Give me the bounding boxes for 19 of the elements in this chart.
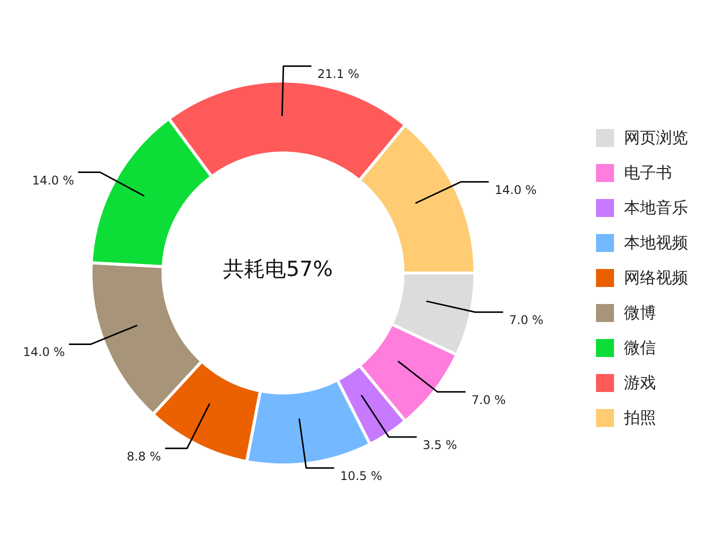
text: 共耗电57% [223, 257, 333, 281]
legend-label: 电子书 [624, 162, 672, 184]
legend-label: 本地视频 [624, 232, 688, 254]
legend-label: 本地音乐 [624, 198, 688, 218]
data-label: 14.0 % [32, 173, 74, 188]
data-label: 3.5 % [422, 438, 458, 452]
data-label: 14.0 % [22, 345, 65, 360]
legend-label: 微信 [624, 338, 656, 358]
legend-label: 网页浏览 [624, 128, 688, 148]
data-label: 10.5 % [340, 469, 382, 484]
data-label: 7.0 % [509, 313, 544, 328]
legend-label: 游戏 [624, 372, 656, 394]
legend-label: 网络视频 [624, 268, 688, 288]
data-label: 8.8 % [126, 449, 162, 464]
data-label: 21.1 % [317, 67, 360, 82]
legend-label: 拍照 [624, 408, 656, 428]
data-label: 7.0 % [472, 392, 506, 407]
data-label: 14.0 % [494, 182, 537, 197]
legend-label: 微博 [624, 302, 656, 324]
